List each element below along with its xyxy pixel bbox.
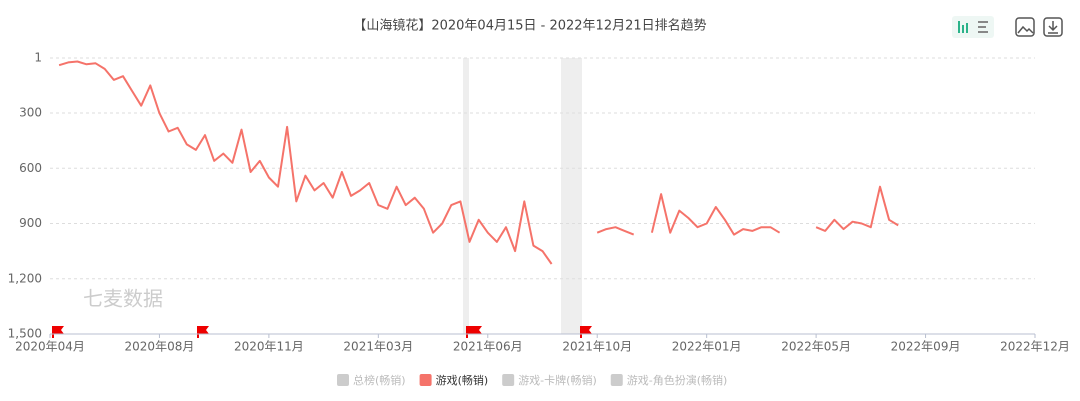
legend-swatch[interactable] xyxy=(502,374,515,386)
legend-label[interactable]: 游戏-卡牌(畅销) xyxy=(518,373,597,387)
flags xyxy=(52,326,592,338)
highlight-band xyxy=(561,58,582,334)
x-tick-label: 2022年12月 xyxy=(1000,340,1070,354)
image-icon-detail xyxy=(1017,25,1034,34)
legend-label[interactable]: 游戏-角色扮演(畅销) xyxy=(627,373,728,387)
flag xyxy=(466,326,482,338)
x-tick-label: 2021年10月 xyxy=(562,340,632,354)
x-tick-label: 2020年04月 xyxy=(15,340,85,354)
legend-swatch[interactable] xyxy=(419,374,432,386)
legend-swatch[interactable] xyxy=(610,374,623,386)
y-tick-label: 600 xyxy=(19,161,42,175)
y-tick-label: 1,200 xyxy=(8,271,42,285)
flag xyxy=(580,326,592,338)
flag xyxy=(52,326,64,338)
x-tick-label: 2022年01月 xyxy=(672,340,742,354)
list-icon[interactable] xyxy=(978,21,988,33)
series-line xyxy=(58,60,899,265)
y-tick-label: 1,500 xyxy=(8,327,42,341)
x-tick-label: 2021年03月 xyxy=(343,340,413,354)
toolbar[interactable] xyxy=(952,16,1063,38)
watermark: 七麦数据 xyxy=(83,287,163,311)
y-tick-label: 300 xyxy=(19,106,42,120)
x-tick-label: 2022年09月 xyxy=(891,340,961,354)
flag xyxy=(197,326,209,338)
legend-label[interactable]: 游戏(畅销) xyxy=(436,373,489,387)
image-icon[interactable] xyxy=(1015,17,1035,37)
highlight-band xyxy=(463,58,469,334)
x-tick-label: 2020年11月 xyxy=(234,340,304,354)
legend-swatch[interactable] xyxy=(337,374,349,386)
chart-title: 【山海镜花】2020年04月15日 - 2022年12月21日排名趋势 xyxy=(353,18,706,34)
x-tick-label: 2022年05月 xyxy=(781,340,851,354)
y-tick-label: 1 xyxy=(34,51,42,65)
y-tick-label: 900 xyxy=(19,216,42,230)
x-tick-label: 2021年06月 xyxy=(453,340,523,354)
x-tick-label: 2020年08月 xyxy=(125,340,195,354)
download-icon[interactable] xyxy=(1043,17,1063,37)
legend-label[interactable]: 总榜(畅销) xyxy=(353,373,406,387)
bar-icon[interactable] xyxy=(958,21,968,33)
download-icon-detail xyxy=(1048,21,1058,34)
